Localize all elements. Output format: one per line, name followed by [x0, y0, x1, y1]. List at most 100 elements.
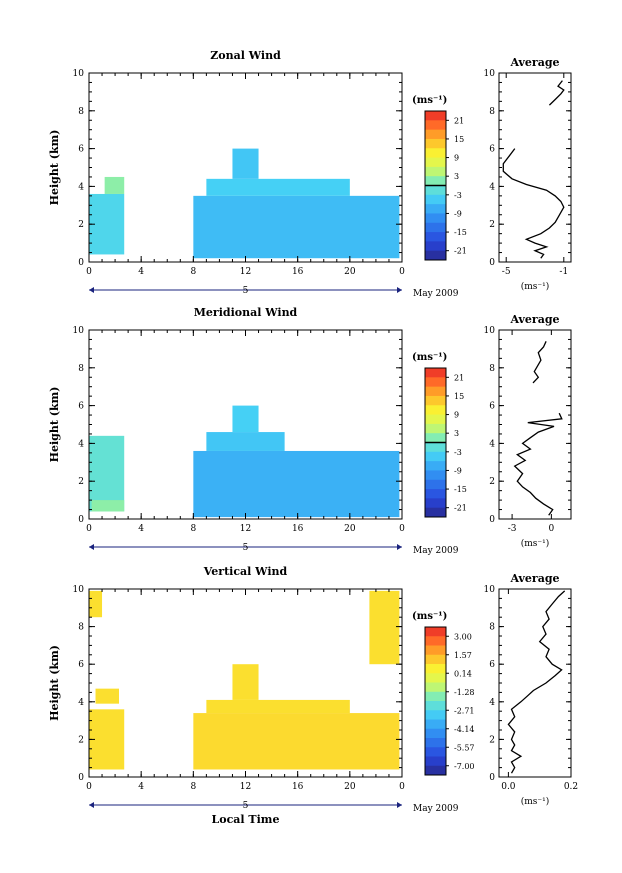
colorbar-tick-label: -3 [454, 448, 462, 457]
colorbar-tick-label: 0.14 [454, 669, 472, 678]
y-tick-label: 0 [78, 258, 84, 268]
colorbar-segment [425, 765, 446, 776]
colorbar-segment [425, 479, 446, 490]
y-tick-label: 8 [78, 107, 84, 117]
colorbar-tick-label: -9 [454, 209, 462, 218]
data-region [104, 176, 125, 194]
x-tick-label: 0 [399, 524, 405, 534]
y-tick-label: 6 [78, 145, 84, 155]
data-region [89, 590, 103, 618]
average-x-tick-label: 0.2 [564, 782, 578, 792]
colorbar-segment [425, 701, 446, 711]
average-y-tick-label: 0 [489, 515, 495, 525]
average-y-tick-label: 6 [489, 660, 495, 670]
y-tick-label: 0 [78, 773, 84, 783]
data-region [95, 688, 119, 704]
date-day-label: 5 [243, 801, 249, 811]
data-region [206, 432, 285, 451]
colorbar-segment [425, 470, 446, 481]
colorbar-segment [425, 747, 446, 757]
x-tick-label: 12 [240, 782, 251, 792]
x-tick-label: 16 [292, 267, 304, 277]
colorbar-segment [425, 222, 446, 233]
colorbar-tick-label: 9 [454, 411, 459, 420]
x-tick-label: 0 [399, 267, 405, 277]
average-x-tick-label: 0.0 [501, 782, 516, 792]
average-profile-line [513, 412, 563, 516]
colorbar-tick-label: 9 [454, 154, 459, 163]
average-profile-line [507, 590, 566, 774]
y-tick-label: 2 [78, 477, 84, 487]
average-y-tick-label: 8 [489, 107, 495, 117]
colorbar-segment [425, 654, 446, 665]
colorbar-tick-label: -5.57 [454, 743, 475, 752]
colorbar-segment [425, 489, 446, 499]
date-month-label: May 2009 [413, 804, 459, 814]
data-region [193, 450, 400, 518]
colorbar-segment [425, 204, 446, 214]
colorbar-frame [424, 626, 447, 776]
data-region [206, 178, 350, 196]
date-line-arrow-right [397, 802, 402, 808]
colorbar-segment [425, 232, 446, 242]
y-axis-label: Height (km) [48, 645, 61, 721]
colorbar-segment [425, 691, 446, 702]
data-region [193, 713, 400, 770]
data-region [206, 699, 350, 714]
colorbar-tick-label: 21 [454, 373, 464, 382]
colorbar-segment [425, 176, 446, 186]
colorbar-segment [425, 738, 446, 748]
colorbar-tick-label: -2.71 [454, 706, 475, 715]
average-y-tick-label: 8 [489, 623, 495, 633]
date-day-label: 5 [243, 286, 249, 296]
y-tick-label: 10 [73, 69, 85, 79]
x-tick-label: 20 [344, 782, 356, 792]
colorbar-tick-label: -15 [454, 485, 467, 494]
y-tick-label: 0 [78, 515, 84, 525]
colorbar-tick-label: 21 [454, 116, 464, 125]
data-region [91, 500, 125, 512]
colorbar-tick-label: -4.14 [454, 725, 475, 734]
x-tick-label: 0 [86, 782, 92, 792]
x-tick-label: 0 [86, 524, 92, 534]
colorbar-tick-label: -21 [454, 247, 467, 256]
colorbar-segment [425, 157, 446, 168]
x-tick-label: 8 [190, 782, 196, 792]
colorbar-segment [425, 138, 446, 149]
colorbar-segment [425, 148, 446, 159]
x-tick-label: 8 [190, 267, 196, 277]
data-region [232, 405, 259, 433]
average-title: Average [509, 313, 559, 326]
y-tick-label: 2 [78, 220, 84, 230]
y-tick-label: 10 [73, 585, 85, 595]
colorbar-segment [425, 451, 446, 462]
data-region [232, 148, 259, 179]
date-day-label: 5 [243, 543, 249, 553]
y-tick-label: 2 [78, 735, 84, 745]
average-y-tick-label: 0 [489, 258, 495, 268]
colorbar-segment [425, 645, 446, 656]
colorbar-segment [425, 213, 446, 224]
colorbar-segment [425, 241, 446, 252]
average-y-tick-label: 10 [484, 585, 496, 595]
colorbar-segment [425, 627, 446, 637]
colorbar-segment [425, 120, 446, 131]
average-title: Average [509, 572, 559, 585]
colorbar-unit: (ms⁻¹) [412, 352, 447, 363]
date-line-arrow-left [89, 802, 94, 808]
colorbar-tick-label: -15 [454, 228, 467, 237]
colorbar-segment [425, 250, 446, 261]
x-tick-label: 16 [292, 782, 304, 792]
colorbar-segment [425, 395, 446, 406]
colorbar-segment [425, 414, 446, 425]
average-y-tick-label: 4 [489, 698, 495, 708]
colorbar-tick-label: 1.57 [454, 651, 472, 660]
colorbar-segment [425, 673, 446, 683]
date-line-arrow-right [397, 287, 402, 293]
colorbar-segment [425, 636, 446, 646]
average-profile-line [502, 148, 565, 259]
colorbar-segment [425, 442, 446, 453]
average-profile-upper-line [548, 80, 565, 106]
colorbar-segment [425, 185, 446, 196]
